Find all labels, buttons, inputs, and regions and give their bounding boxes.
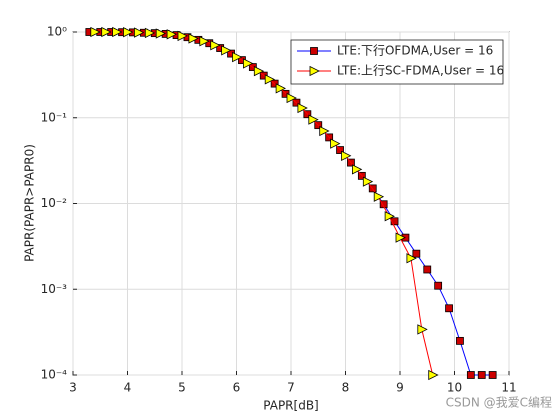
data-point [351, 164, 363, 175]
x-tick-label: 9 [396, 381, 404, 395]
data-point [488, 371, 497, 379]
data-point [210, 40, 221, 51]
data-point [412, 249, 421, 258]
data-point [423, 265, 432, 274]
data-point [384, 211, 395, 222]
y-tick-label: 10⁻³ [41, 282, 68, 296]
x-tick-label: 4 [124, 381, 132, 395]
data-point [232, 51, 243, 63]
data-point [199, 36, 210, 47]
data-point [456, 336, 464, 345]
data-point [221, 45, 232, 56]
data-point [144, 27, 156, 39]
x-tick-label: 7 [287, 381, 295, 395]
data-point [379, 200, 388, 209]
legend-box [290, 39, 504, 85]
data-point [428, 369, 439, 381]
y-tick-label: 10⁰ [47, 25, 67, 39]
data-point [434, 281, 443, 290]
x-tick-label: 3 [69, 381, 77, 395]
y-axis-label: PAPR(PAPR>PAPR0) [23, 144, 37, 262]
data-point [330, 138, 341, 149]
x-tick-label: 10 [447, 381, 462, 395]
y-tick-label: 10⁻¹ [41, 110, 68, 124]
data-point [133, 27, 145, 38]
data-point [406, 253, 417, 264]
data-point [373, 191, 385, 202]
x-axis-label: PAPR[dB] [263, 399, 318, 413]
data-point [341, 150, 352, 161]
data-point [166, 29, 177, 40]
x-tick-label: 6 [233, 381, 241, 395]
data-point [395, 232, 406, 243]
data-point [155, 28, 167, 39]
data-point [188, 33, 199, 44]
data-point [101, 26, 112, 38]
data-point [362, 176, 374, 187]
data-point [253, 65, 265, 77]
data-point [264, 74, 276, 85]
data-point [319, 125, 330, 137]
data-point [297, 102, 308, 114]
data-point [177, 30, 188, 42]
legend-label: LTE:上行SC-FDMA,User = 16 [337, 64, 504, 78]
data-point [390, 217, 399, 226]
watermark: CSDN @我爱C编程 [446, 395, 552, 410]
data-point [90, 26, 101, 38]
x-tick-label: 11 [501, 381, 516, 395]
data-point [275, 83, 286, 94]
y-tick-label: 10⁻² [41, 196, 68, 210]
data-point [466, 371, 475, 379]
data-point [417, 324, 428, 335]
legend-marker [309, 65, 320, 77]
data-point [445, 304, 453, 313]
x-tick-label: 8 [342, 381, 350, 395]
data-point [286, 92, 297, 104]
data-point [308, 114, 319, 125]
data-point [123, 27, 134, 38]
legend-label: LTE:下行OFDMA,User = 16 [337, 44, 493, 58]
data-point [112, 26, 123, 38]
data-point [477, 371, 486, 379]
data-point [242, 58, 254, 69]
legend-marker [310, 47, 318, 55]
y-tick-label: 10⁻⁴ [41, 368, 68, 382]
x-tick-label: 5 [178, 381, 186, 395]
